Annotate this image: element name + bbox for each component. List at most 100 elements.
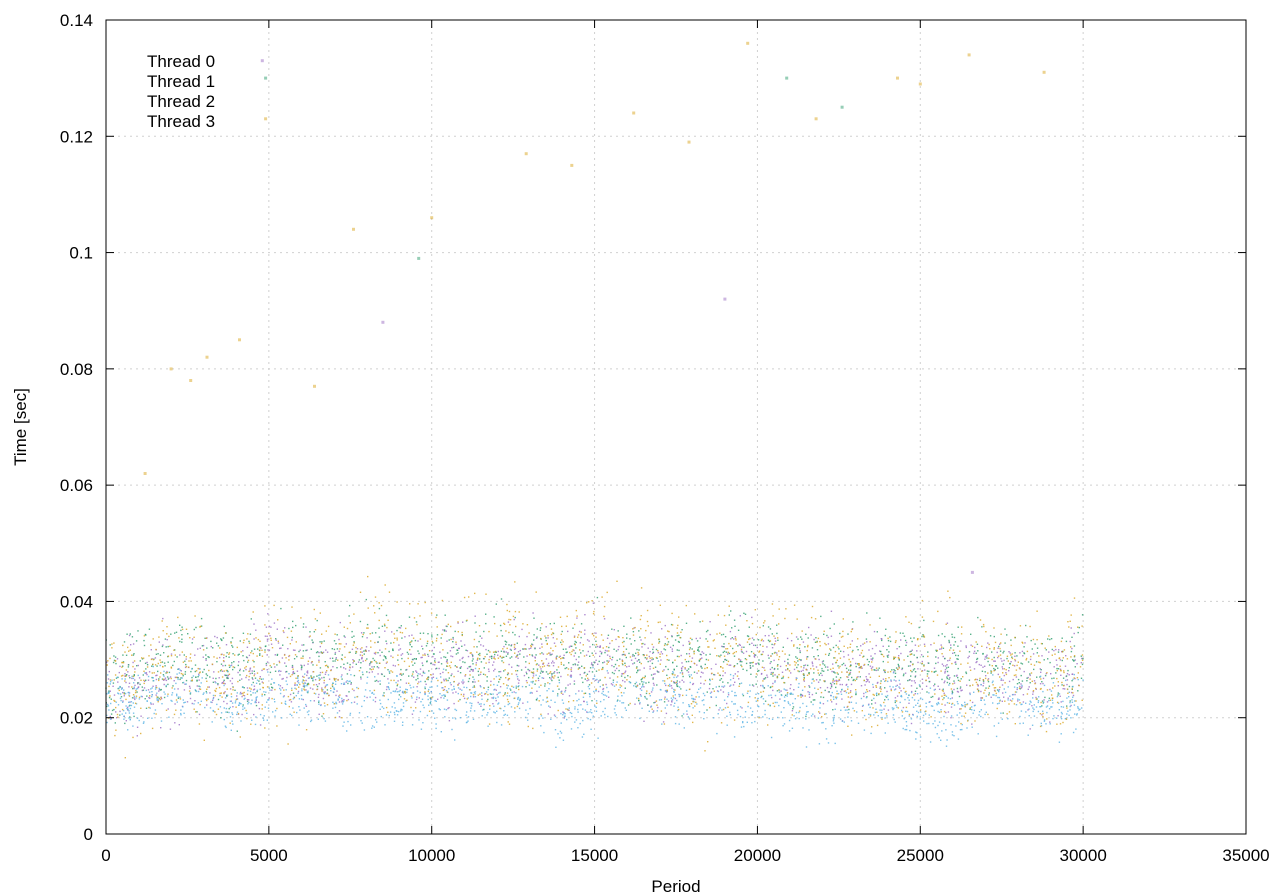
data-point — [709, 621, 711, 623]
data-point — [1014, 658, 1016, 661]
data-point — [636, 671, 638, 674]
data-point — [474, 691, 477, 693]
data-point — [676, 680, 678, 682]
data-point — [1040, 671, 1042, 673]
data-point — [227, 677, 229, 680]
data-point — [1032, 707, 1034, 709]
data-point — [318, 655, 320, 658]
data-point — [132, 702, 134, 704]
data-point — [495, 697, 497, 699]
data-point — [579, 673, 581, 676]
data-point — [391, 631, 393, 633]
data-point — [154, 709, 157, 711]
data-point — [129, 716, 131, 718]
data-point — [652, 673, 655, 675]
data-point — [981, 670, 984, 672]
data-point — [592, 665, 594, 667]
data-point — [249, 633, 252, 635]
data-point — [473, 686, 476, 688]
data-point — [1003, 668, 1006, 670]
data-point — [898, 692, 900, 694]
data-point — [453, 675, 455, 678]
data-point — [262, 678, 264, 680]
data-point — [528, 669, 531, 672]
data-point — [749, 707, 752, 709]
data-point — [431, 649, 433, 652]
data-point — [988, 657, 990, 659]
data-point — [145, 707, 148, 709]
data-point — [471, 702, 473, 705]
data-point — [953, 688, 955, 691]
data-point — [201, 645, 204, 647]
data-point — [1040, 669, 1042, 671]
data-point — [474, 693, 476, 695]
data-point — [787, 668, 789, 671]
data-point — [594, 705, 596, 707]
data-point — [611, 659, 613, 661]
data-point — [869, 713, 872, 716]
data-point — [947, 711, 950, 713]
data-point — [266, 654, 268, 656]
data-point — [759, 644, 761, 646]
data-point — [703, 718, 705, 720]
data-point — [1073, 673, 1075, 676]
data-point — [525, 648, 527, 650]
data-point — [412, 710, 415, 712]
data-point — [671, 701, 673, 703]
data-point — [241, 678, 243, 680]
data-point — [249, 690, 252, 692]
data-point — [129, 704, 131, 707]
data-point — [626, 637, 628, 639]
data-point — [312, 688, 314, 690]
data-point — [652, 677, 654, 679]
data-point — [538, 675, 541, 677]
data-point — [579, 722, 581, 725]
data-point — [731, 627, 733, 629]
data-point — [255, 699, 257, 701]
data-point — [485, 691, 488, 693]
data-point — [1081, 707, 1083, 709]
data-point — [596, 702, 598, 704]
data-point — [681, 673, 684, 675]
data-point — [338, 701, 341, 703]
data-point — [248, 675, 250, 678]
data-point — [735, 694, 737, 697]
data-point — [336, 712, 339, 714]
data-point — [333, 648, 336, 651]
data-point — [279, 685, 282, 687]
data-point — [398, 644, 400, 646]
data-point — [841, 664, 843, 666]
data-point — [163, 691, 165, 693]
data-point — [330, 690, 332, 692]
data-point — [495, 699, 497, 702]
data-point — [996, 689, 999, 691]
data-point — [444, 686, 446, 688]
data-point — [753, 652, 755, 655]
data-point — [424, 680, 426, 683]
data-point — [898, 686, 900, 688]
data-point — [698, 696, 700, 698]
data-point — [306, 711, 309, 713]
data-point — [1053, 715, 1055, 717]
data-point — [868, 661, 870, 663]
data-point — [119, 685, 121, 688]
data-point — [301, 690, 303, 692]
data-point — [206, 692, 208, 694]
data-point — [638, 653, 640, 655]
data-point — [162, 678, 165, 681]
data-point — [224, 683, 226, 685]
data-point — [264, 624, 266, 626]
data-point — [909, 651, 911, 653]
data-point — [1039, 688, 1042, 690]
data-point — [486, 714, 488, 716]
data-point — [291, 687, 293, 690]
data-point — [819, 712, 821, 714]
data-point — [485, 648, 487, 651]
data-point — [113, 655, 115, 657]
data-point — [993, 694, 995, 696]
data-point — [525, 709, 527, 711]
data-point — [667, 685, 670, 687]
data-point — [721, 709, 723, 711]
data-point — [421, 662, 423, 664]
data-point — [772, 675, 774, 677]
